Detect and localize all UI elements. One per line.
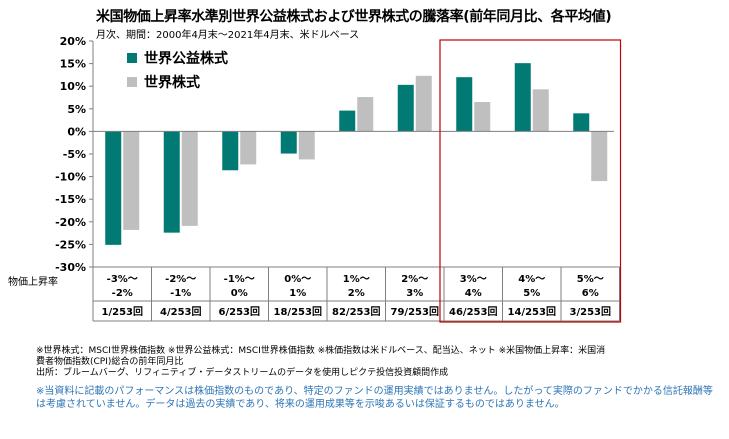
bar-utilities xyxy=(514,63,531,132)
chart-title: 米国物価上昇率水準別世界公益株式および世界株式の騰落率(前年同月比、各平均値) xyxy=(96,9,612,25)
category-label-bottom: 5% xyxy=(523,288,540,299)
category-label-top: 0%～ xyxy=(284,274,311,285)
category-count: 46/253回 xyxy=(449,306,497,318)
category-label-top: 5%～ xyxy=(577,274,604,285)
category-label-top: -3%～ xyxy=(107,274,138,285)
category-label-bottom: -1% xyxy=(170,288,191,299)
category-label-bottom: 1% xyxy=(289,288,306,299)
y-tick-label: -20% xyxy=(55,216,86,229)
legend-swatch-world-equity xyxy=(127,77,137,87)
bar-world-equity xyxy=(474,102,491,132)
bar-utilities xyxy=(105,131,122,245)
category-label-top: -1%～ xyxy=(224,274,255,285)
disclaimer-text: ※当資料に記載のパフォーマンスは株価指数のものであり、特定のファンドの運用実績で… xyxy=(36,386,713,410)
bar-world-equity xyxy=(357,97,374,132)
y-tick-label: -10% xyxy=(55,171,86,184)
y-tick-label: 5% xyxy=(67,103,86,116)
category-label-bottom: 0% xyxy=(231,288,248,299)
bar-utilities xyxy=(573,113,590,132)
category-count: 4/253回 xyxy=(160,306,201,318)
footnote-line-2: 費者物価指数(CPI)総合の前年同月比 xyxy=(36,357,184,367)
footnotes: ※世界株式：MSCI世界株価指数 ※世界公益株式：MSCI世界株価指数 ※株価指… xyxy=(36,346,716,379)
y-tick-label: -30% xyxy=(55,261,86,274)
bar-chart: 20% 15% 10% 5% 0% -5% -10% -15% -20% -25% -30%物価上昇… xyxy=(8,35,622,323)
y-tick-label: 0% xyxy=(67,125,86,138)
legend-label: 世界株式 xyxy=(144,74,200,91)
category-label-bottom: -2% xyxy=(112,288,133,299)
category-count: 82/253回 xyxy=(332,306,380,318)
category-count: 14/253回 xyxy=(508,306,556,318)
category-count: 3/253回 xyxy=(570,306,611,318)
category-label-top: 1%～ xyxy=(343,274,370,285)
y-tick-label: 10% xyxy=(60,80,86,93)
y-tick-label: -15% xyxy=(55,193,86,206)
category-label-bottom: 3% xyxy=(406,288,423,299)
bar-world-equity xyxy=(415,75,432,132)
chart-subtitle: 月次、期間：2000年4月末～2021年4月末、米ドルベース xyxy=(96,30,360,41)
highlight-box xyxy=(439,39,622,323)
legend-label: 世界公益株式 xyxy=(144,50,228,67)
source-note: 出所：ブルームバーグ、リフィニティブ・データストリームのデータを使用しピクテ投信… xyxy=(36,368,449,378)
bar-utilities xyxy=(163,131,180,233)
y-tick-label: 15% xyxy=(60,58,86,71)
bar-utilities xyxy=(397,84,414,132)
y-tick-label: -5% xyxy=(63,148,86,161)
category-label-bottom: 6% xyxy=(582,288,599,299)
y-tick-label: 20% xyxy=(60,35,86,48)
category-label-top: 3%～ xyxy=(460,274,487,285)
category-label-top: 4%～ xyxy=(518,274,545,285)
category-count: 18/253回 xyxy=(274,306,322,318)
bar-utilities xyxy=(456,77,473,132)
bar-world-equity xyxy=(298,131,315,160)
bar-utilities xyxy=(222,131,239,171)
bar-utilities xyxy=(339,110,356,132)
bar-world-equity xyxy=(591,131,608,182)
y-tick-label: -25% xyxy=(55,238,86,251)
bar-world-equity xyxy=(532,89,549,132)
category-label-bottom: 4% xyxy=(465,288,482,299)
bar-utilities xyxy=(280,131,297,154)
bar-world-equity xyxy=(123,131,140,230)
category-label-bottom: 2% xyxy=(348,288,365,299)
category-count: 79/253回 xyxy=(391,306,439,318)
category-label-top: -2%～ xyxy=(165,274,196,285)
footnote-line-1: ※世界株式：MSCI世界株価指数 ※世界公益株式：MSCI世界株価指数 ※株価指… xyxy=(36,346,606,356)
bar-world-equity xyxy=(181,131,198,226)
row-label: 物価上昇率 xyxy=(8,275,58,288)
category-label-top: 2%～ xyxy=(401,274,428,285)
category-count: 1/253回 xyxy=(102,306,143,318)
category-count: 6/253回 xyxy=(219,306,260,318)
legend-swatch-utilities xyxy=(127,53,137,63)
bar-world-equity xyxy=(240,131,257,165)
